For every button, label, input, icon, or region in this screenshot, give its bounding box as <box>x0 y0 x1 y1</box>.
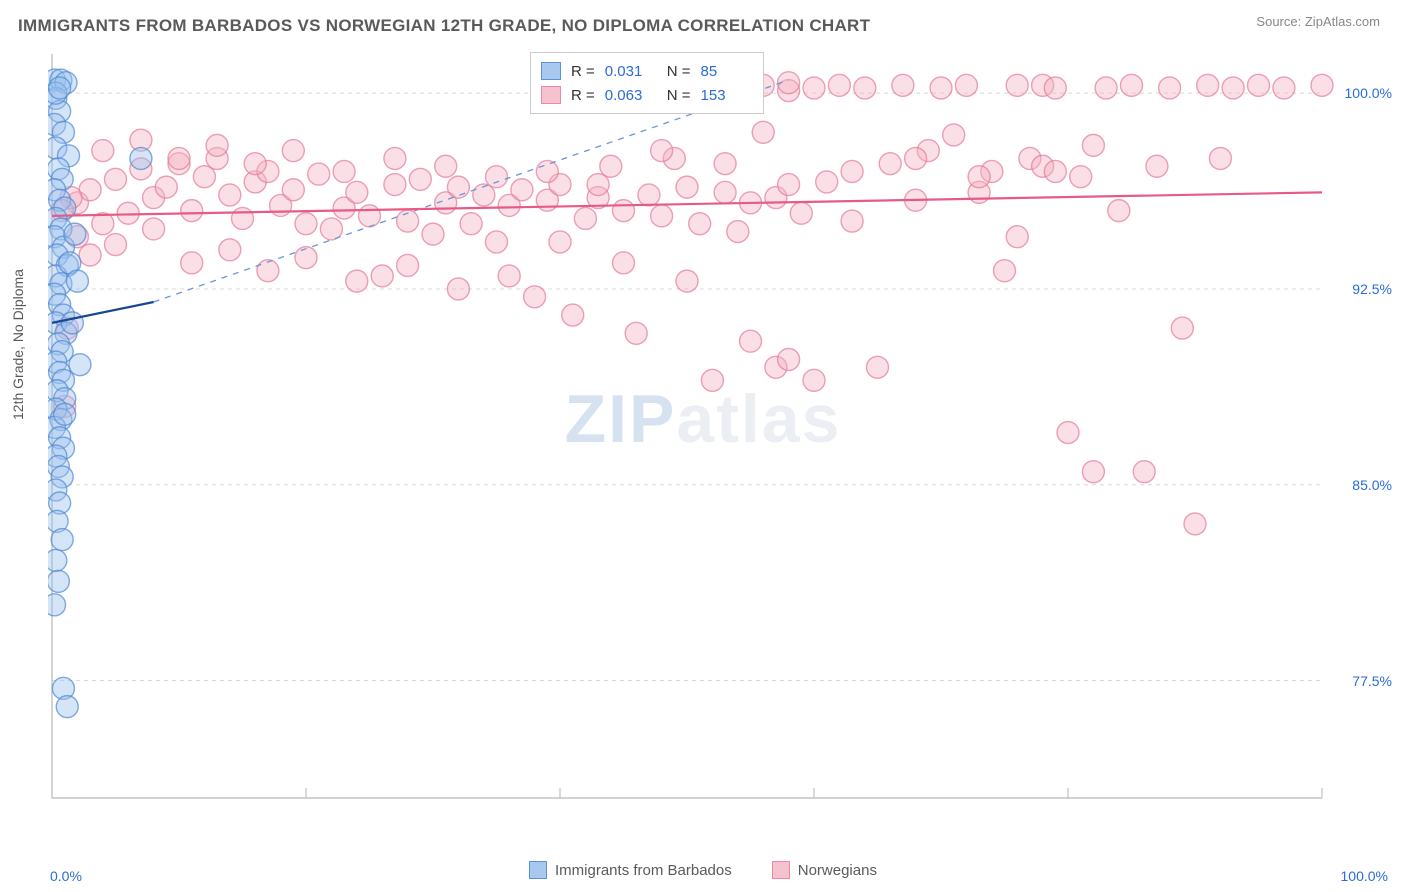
correlation-legend: R = 0.031 N = 85 R = 0.063 N = 153 <box>530 52 764 114</box>
y-tick-label: 77.5% <box>1352 673 1392 689</box>
r-label: R = <box>571 63 595 80</box>
y-tick-label: 85.0% <box>1352 477 1392 493</box>
scatter-plot <box>48 48 1380 824</box>
n-label: N = <box>667 87 691 104</box>
y-tick-label: 100.0% <box>1345 85 1392 101</box>
chart-title: IMMIGRANTS FROM BARBADOS VS NORWEGIAN 12… <box>18 16 870 36</box>
source-link[interactable]: ZipAtlas.com <box>1305 14 1380 29</box>
correlation-row-1: R = 0.031 N = 85 <box>541 59 753 83</box>
series2-legend-swatch-icon <box>772 861 790 879</box>
legend-item-series1: Immigrants from Barbados <box>529 861 732 879</box>
n-value-1: 85 <box>701 63 753 80</box>
n-value-2: 153 <box>701 87 753 104</box>
r-value-2: 0.063 <box>605 87 657 104</box>
y-axis-label: 12th Grade, No Diploma <box>10 269 26 420</box>
series2-swatch-icon <box>541 86 561 104</box>
source-attribution: Source: ZipAtlas.com <box>1256 14 1380 29</box>
y-tick-label: 92.5% <box>1352 281 1392 297</box>
series-legend: Immigrants from Barbados Norwegians <box>0 854 1406 886</box>
chart-svg <box>48 48 1380 824</box>
series2-legend-label: Norwegians <box>798 862 877 879</box>
series1-swatch-icon <box>541 62 561 80</box>
correlation-row-2: R = 0.063 N = 153 <box>541 83 753 107</box>
r-label: R = <box>571 87 595 104</box>
series1-legend-label: Immigrants from Barbados <box>555 862 732 879</box>
n-label: N = <box>667 63 691 80</box>
series1-legend-swatch-icon <box>529 861 547 879</box>
legend-item-series2: Norwegians <box>772 861 877 879</box>
source-label: Source: <box>1256 14 1301 29</box>
r-value-1: 0.031 <box>605 63 657 80</box>
